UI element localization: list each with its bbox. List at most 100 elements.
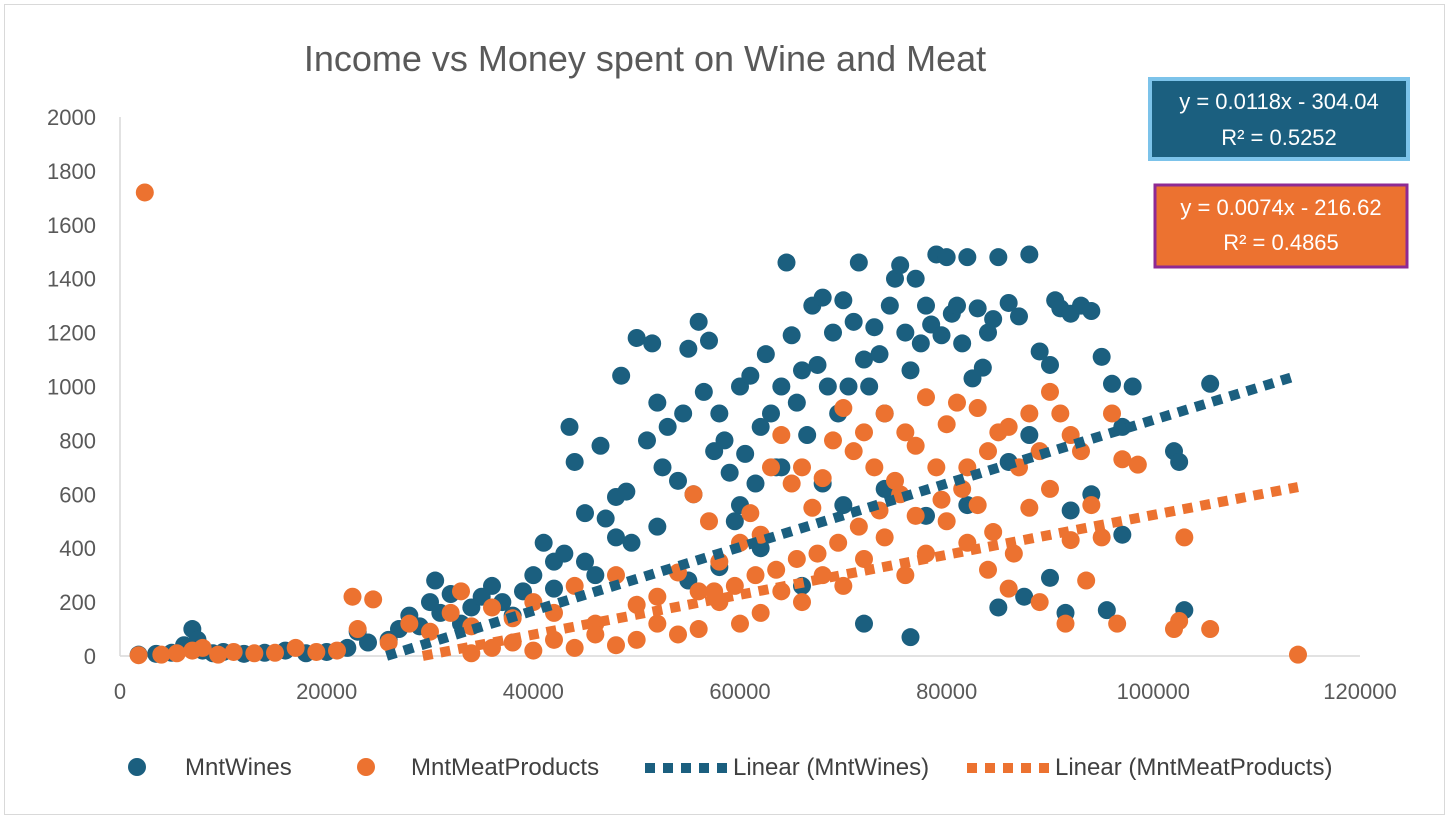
scatter-point-mntwines: [591, 436, 610, 455]
scatter-point-mntwines: [818, 377, 837, 396]
scatter-point-mntmeatproducts: [400, 614, 419, 633]
scatter-point-mntwines: [891, 256, 910, 275]
legend-marker-mntmeatproducts: [357, 758, 375, 776]
scatter-point-mntwines: [560, 417, 579, 436]
scatter-point-mntwines: [669, 471, 687, 490]
scatter-point-mntwines: [658, 417, 677, 436]
scatter-point-mntmeatproducts: [787, 549, 806, 568]
scatter-point-mntwines: [715, 431, 734, 450]
x-tick-label: 0: [114, 679, 126, 704]
scatter-point-mntmeatproducts: [999, 417, 1018, 436]
scatter-point-mntmeatproducts: [1113, 450, 1132, 469]
scatter-point-mntwines: [426, 571, 445, 590]
wines-equation-box: y = 0.0118x - 304.04 R² = 0.5252: [1148, 77, 1410, 161]
scatter-point-mntmeatproducts: [266, 643, 284, 662]
scatter-point-mntwines: [953, 334, 972, 353]
scatter-point-mntwines: [968, 299, 987, 318]
scatter-point-mntwines: [1170, 452, 1189, 471]
scatter-point-mntmeatproducts: [751, 603, 770, 622]
x-tick-label: 20000: [296, 679, 357, 704]
scatter-point-mntmeatproducts: [1201, 620, 1220, 639]
legend-label-mntmeatproducts: MntMeatProducts: [411, 754, 599, 781]
scatter-point-mntwines: [700, 331, 718, 350]
wines-equation-background: [1148, 77, 1410, 161]
scatter-point-mntwines: [870, 345, 889, 364]
scatter-point-mntmeatproducts: [245, 644, 264, 663]
scatter-point-mntwines: [937, 248, 956, 267]
y-tick-label: 2000: [47, 105, 96, 130]
scatter-point-mntwines: [638, 431, 656, 450]
scatter-point-mntmeatproducts: [684, 485, 703, 504]
scatter-point-mntwines: [787, 393, 806, 412]
legend-marker-mntwines: [128, 758, 146, 776]
scatter-point-mntwines: [880, 296, 899, 315]
scatter-point-mntmeatproducts: [968, 496, 987, 515]
scatter-point-mntwines: [596, 509, 615, 528]
scatter-point-mntwines: [1123, 377, 1142, 396]
scatter-point-mntwines: [772, 377, 791, 396]
scatter-point-mntwines: [751, 417, 770, 436]
scatter-point-mntmeatproducts: [607, 636, 625, 655]
scatter-point-mntmeatproducts: [1108, 614, 1127, 633]
scatter-point-mntwines: [906, 269, 925, 288]
scatter-point-mntwines: [824, 323, 842, 342]
series-mntwines: [129, 245, 1220, 664]
scatter-point-mntmeatproducts: [627, 630, 646, 649]
scatter-point-mntwines: [736, 444, 755, 463]
scatter-point-mntmeatproducts: [689, 582, 708, 601]
scatter-point-mntmeatproducts: [1051, 404, 1070, 423]
scatter-point-mntmeatproducts: [1128, 455, 1147, 474]
scatter-point-mntmeatproducts: [984, 523, 1003, 542]
scatter-point-mntmeatproducts: [565, 576, 584, 595]
scatter-point-mntwines: [643, 334, 662, 353]
scatter-point-mntmeatproducts: [793, 593, 811, 612]
scatter-point-mntmeatproducts: [772, 426, 791, 445]
scatter-point-mntmeatproducts: [896, 566, 915, 585]
scatter-point-mntmeatproducts: [932, 490, 951, 509]
trend-lines: [385, 370, 1300, 661]
scatter-point-mntwines: [855, 350, 873, 369]
scatter-point-mntwines: [694, 382, 713, 401]
scatter-point-mntwines: [627, 328, 646, 347]
scatter-point-mntwines: [1082, 302, 1101, 321]
scatter-point-mntmeatproducts: [648, 614, 667, 633]
scatter-point-mntmeatproducts: [648, 587, 667, 606]
scatter-point-mntmeatproducts: [565, 638, 584, 657]
scatter-point-mntwines: [1097, 601, 1116, 620]
scatter-point-mntmeatproducts: [1175, 528, 1194, 547]
scatter-point-mntwines: [1092, 347, 1111, 366]
scatter-point-mntwines: [746, 474, 765, 493]
scatter-point-mntmeatproducts: [669, 625, 687, 644]
scatter-point-mntmeatproducts: [808, 544, 827, 563]
scatter-point-mntmeatproducts: [855, 423, 873, 442]
scatter-point-mntwines: [1201, 374, 1220, 393]
scatter-point-mntmeatproducts: [896, 423, 915, 442]
scatter-point-mntmeatproducts: [1020, 404, 1039, 423]
y-tick-label: 1800: [47, 159, 96, 184]
scatter-point-mntmeatproducts: [767, 560, 786, 579]
y-tick-label: 1400: [47, 267, 96, 292]
scatter-point-mntwines: [932, 326, 951, 345]
scatter-point-mntwines: [849, 253, 868, 272]
scatter-point-mntmeatproducts: [328, 641, 346, 660]
scatter-point-mntwines: [555, 544, 574, 563]
scatter-point-mntwines: [689, 312, 708, 331]
scatter-point-mntwines: [834, 291, 853, 310]
scatter-point-mntwines: [607, 528, 625, 547]
scatter-point-mntmeatproducts: [135, 183, 154, 202]
scatter-point-mntmeatproducts: [1103, 404, 1121, 423]
x-tick-label: 80000: [916, 679, 977, 704]
scatter-point-mntmeatproducts: [1041, 479, 1059, 498]
scatter-point-mntwines: [720, 463, 739, 482]
scatter-point-mntmeatproducts: [906, 506, 925, 525]
scatter-point-mntwines: [545, 579, 563, 598]
scatter-point-mntmeatproducts: [979, 560, 997, 579]
scatter-point-mntmeatproducts: [968, 399, 987, 418]
trendline-linear-mntmeatproducts: [421, 482, 1299, 661]
scatter-point-mntmeatproducts: [586, 625, 605, 644]
scatter-point-mntmeatproducts: [875, 528, 894, 547]
y-tick-label: 600: [59, 482, 96, 507]
scatter-point-mntmeatproducts: [1020, 498, 1039, 517]
x-tick-label: 60000: [709, 679, 770, 704]
y-tick-label: 1200: [47, 321, 96, 346]
